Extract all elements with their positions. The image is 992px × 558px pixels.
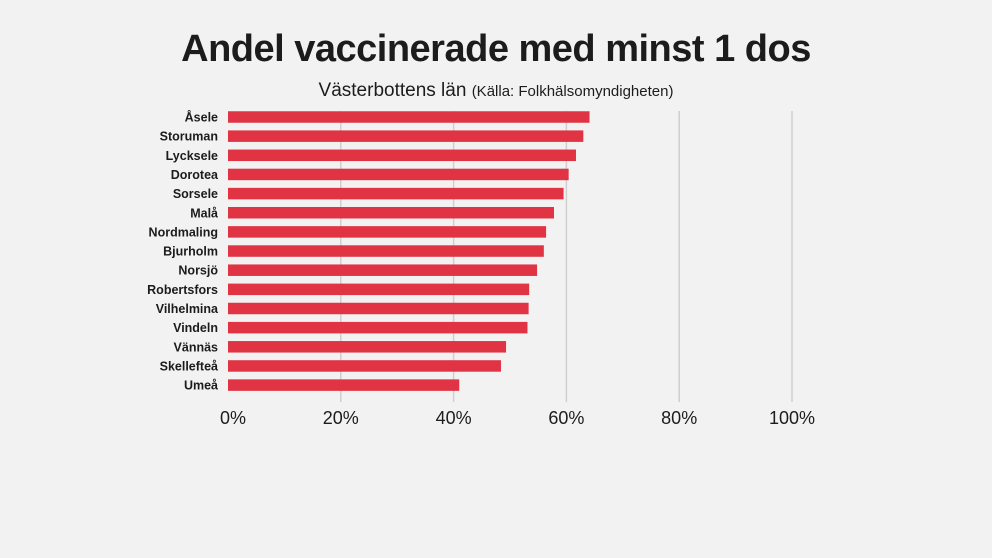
x-tick-label: 20% [323,408,359,428]
x-tick-labels: 0% 20% 40% 60% 80% 100% [220,408,815,428]
bar [228,111,590,123]
bar [228,379,460,391]
category-label: Åsele [185,110,218,125]
source-note: (Källa: Folkhälsomyndigheten) [471,83,674,100]
category-label: Dorotea [171,168,219,182]
category-label: Sorsele [173,187,218,201]
bars [228,111,590,391]
category-label: Vindeln [173,321,218,335]
category-label: Robertsfors [147,283,218,297]
subtitle-text: Västerbottens län [318,80,467,101]
category-label: Lycksele [166,149,218,163]
bar [228,360,501,372]
x-tick-label: 100% [769,408,815,428]
x-tick-label: 80% [661,408,697,428]
x-tick-label: 60% [548,408,584,428]
bar [228,341,507,353]
category-label: Umeå [184,379,218,393]
bar [228,245,544,257]
category-label: Storuman [160,130,218,144]
x-tick-label: 0% [220,408,246,428]
x-tick-label: 40% [436,408,472,428]
chart-title: Andel vaccinerade med minst 1 dos [181,28,811,70]
category-label: Malå [190,206,218,220]
bar [228,302,529,315]
bar [228,283,530,296]
bar [228,149,576,162]
category-label: Norsjö [178,264,218,278]
category-label: Bjurholm [163,245,218,259]
category-label: Vilhelmina [156,302,219,316]
category-label: Skellefteå [160,359,218,373]
bar [228,187,564,200]
bar [228,321,528,334]
category-labels: Åsele Storuman Lycksele Dorotea Sorsele Malå N… [147,110,219,393]
bar [228,226,547,238]
bar [228,130,584,142]
bar [228,264,538,276]
bar [228,207,554,219]
chart-subtitle: Västerbottens län (Källa: Folkhälsomyndi… [0,80,992,102]
category-label: Nordmaling [149,225,218,239]
category-label: Vännäs [174,340,219,354]
bar [228,168,569,181]
